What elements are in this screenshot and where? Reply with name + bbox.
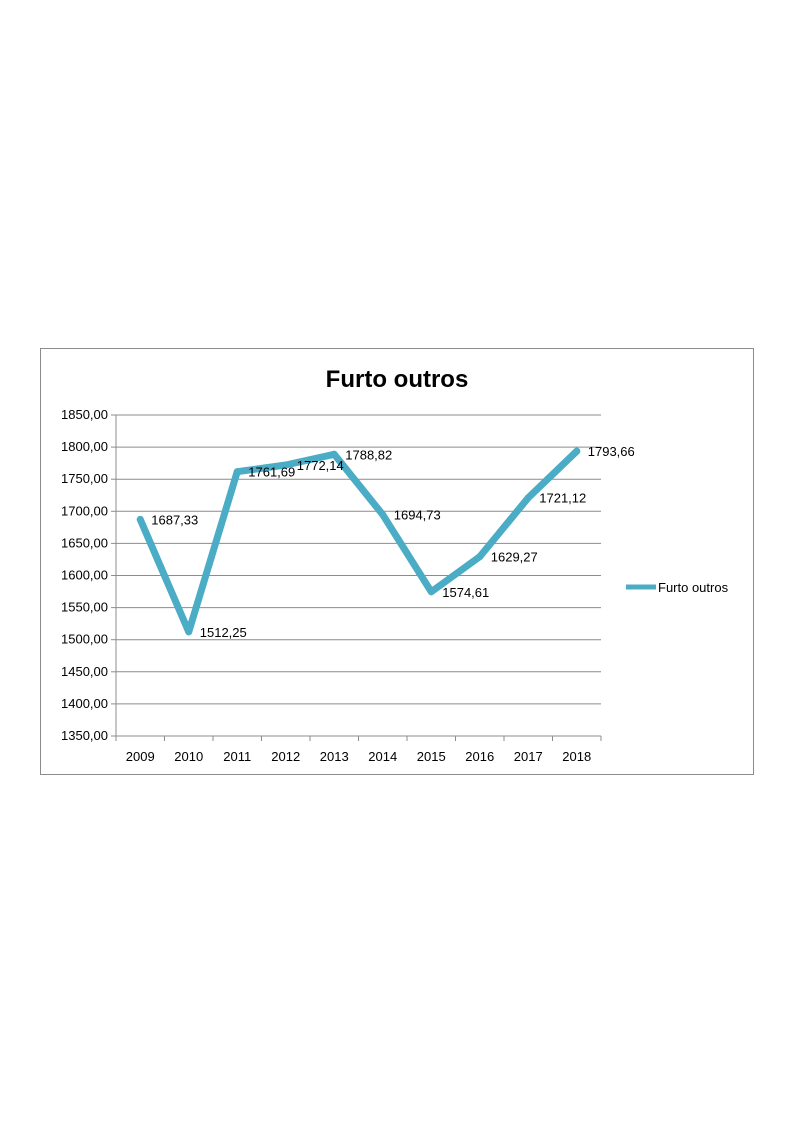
data-label: 1574,61 xyxy=(442,585,489,600)
x-tick-label: 2018 xyxy=(562,749,591,764)
data-point xyxy=(282,461,290,469)
y-tick-label: 1750,00 xyxy=(61,471,108,486)
x-tick-label: 2017 xyxy=(514,749,543,764)
data-label: 1721,12 xyxy=(539,491,586,506)
data-label: 1761,69 xyxy=(248,465,295,480)
legend-label: Furto outros xyxy=(658,580,729,595)
data-point xyxy=(233,468,241,476)
data-point xyxy=(476,553,484,561)
data-point xyxy=(185,628,193,636)
y-tick-label: 1350,00 xyxy=(61,728,108,743)
data-point xyxy=(524,494,532,502)
data-label: 1694,73 xyxy=(394,508,441,523)
series-line-furto-outros xyxy=(136,447,581,636)
x-tick-label: 2010 xyxy=(174,749,203,764)
data-point xyxy=(330,450,338,458)
y-tick-label: 1850,00 xyxy=(61,407,108,422)
y-tick-label: 1450,00 xyxy=(61,664,108,679)
data-point xyxy=(136,515,144,523)
chart-title: Furto outros xyxy=(326,366,469,393)
y-tick-label: 1400,00 xyxy=(61,696,108,711)
data-point xyxy=(573,447,581,455)
data-label: 1793,66 xyxy=(588,444,635,459)
data-label: 1772,14 xyxy=(297,458,344,473)
data-label: 1687,33 xyxy=(151,512,198,527)
data-point xyxy=(379,511,387,519)
x-tick-label: 2012 xyxy=(271,749,300,764)
x-tick-label: 2013 xyxy=(320,749,349,764)
y-tick-label: 1650,00 xyxy=(61,535,108,550)
x-tick-label: 2016 xyxy=(465,749,494,764)
y-tick-label: 1500,00 xyxy=(61,632,108,647)
x-tick-label: 2014 xyxy=(368,749,397,764)
y-tick-label: 1550,00 xyxy=(61,600,108,615)
x-tick-label: 2009 xyxy=(126,749,155,764)
y-tick-label: 1600,00 xyxy=(61,568,108,583)
chart-frame: Furto outros 1350,00 1400,00 1450,00 1500,0… xyxy=(40,348,754,775)
line-chart: Furto outros 1350,00 1400,00 1450,00 1500,0… xyxy=(61,366,729,764)
series-layer xyxy=(136,447,581,636)
y-tick-label: 1800,00 xyxy=(61,439,108,454)
axes: 1350,00 1400,00 1450,00 1500,00 1550,00 1600,… xyxy=(61,407,602,764)
data-point xyxy=(427,588,435,596)
data-label: 1512,25 xyxy=(200,625,247,640)
gridlines xyxy=(116,414,601,737)
x-tick-label: 2015 xyxy=(417,749,446,764)
legend: Furto outros xyxy=(626,580,729,595)
data-label: 1788,82 xyxy=(345,447,392,462)
y-tick-label: 1700,00 xyxy=(61,503,108,518)
data-label: 1629,27 xyxy=(491,550,538,565)
x-tick-label: 2011 xyxy=(223,749,251,764)
